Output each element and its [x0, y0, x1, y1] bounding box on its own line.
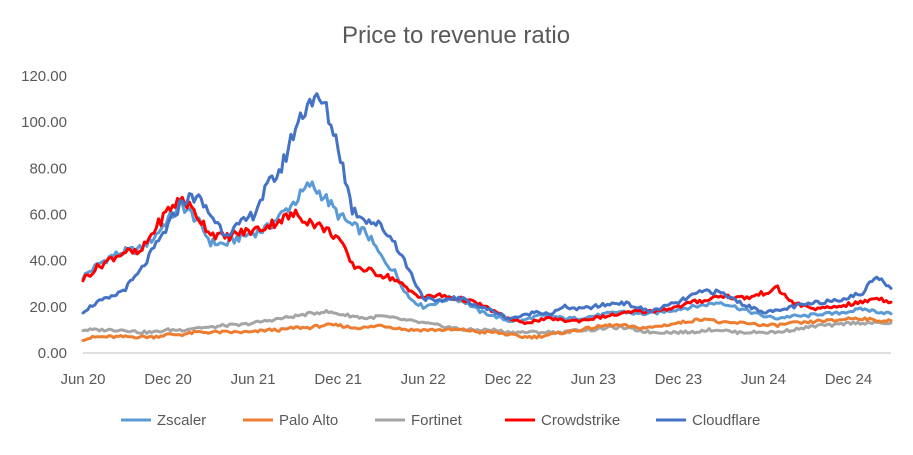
legend: Zscaler Palo Alto Fortinet Crowdstrike Cloud… [121, 412, 760, 429]
legend-item: Cloudflare [656, 412, 760, 429]
legend-item: Zscaler [121, 412, 206, 429]
y-tick-label: 60.00 [29, 207, 67, 224]
legend-label: Palo Alto [279, 412, 338, 429]
y-axis-ticks: 0.00 20.00 40.00 60.00 80.00 100.00 120.00 [21, 68, 67, 362]
legend-label: Crowdstrike [541, 412, 620, 429]
x-tick-label: Dec 22 [484, 371, 532, 388]
x-tick-label: Dec 24 [825, 371, 873, 388]
x-tick-label: Dec 21 [314, 371, 362, 388]
x-axis-ticks: Jun 20 Dec 20 Jun 21 Dec 21 Jun 22 Dec 22 Jun … [60, 371, 872, 388]
x-tick-label: Dec 20 [144, 371, 192, 388]
y-tick-label: 20.00 [29, 299, 67, 316]
legend-label: Fortinet [411, 412, 463, 429]
series-line-zscaler [81, 180, 893, 323]
series-lines [81, 92, 893, 342]
x-tick-label: Jun 24 [741, 371, 786, 388]
series-line-palo-alto [81, 316, 893, 342]
x-tick-label: Jun 23 [571, 371, 616, 388]
series-line-cloudflare [81, 92, 893, 321]
y-tick-label: 40.00 [29, 253, 67, 270]
y-tick-label: 120.00 [21, 68, 67, 85]
legend-item: Fortinet [375, 412, 463, 429]
legend-item: Crowdstrike [505, 412, 620, 429]
x-tick-label: Jun 22 [401, 371, 446, 388]
y-tick-label: 0.00 [38, 345, 67, 362]
legend-label: Zscaler [157, 412, 206, 429]
legend-item: Palo Alto [243, 412, 338, 429]
x-tick-label: Jun 20 [60, 371, 105, 388]
y-tick-label: 100.00 [21, 114, 67, 131]
y-tick-label: 80.00 [29, 160, 67, 177]
x-tick-label: Jun 21 [231, 371, 276, 388]
legend-label: Cloudflare [692, 412, 760, 429]
x-tick-label: Dec 23 [655, 371, 703, 388]
chart-title: Price to revenue ratio [342, 22, 570, 49]
series-line-crowdstrike [81, 195, 893, 326]
